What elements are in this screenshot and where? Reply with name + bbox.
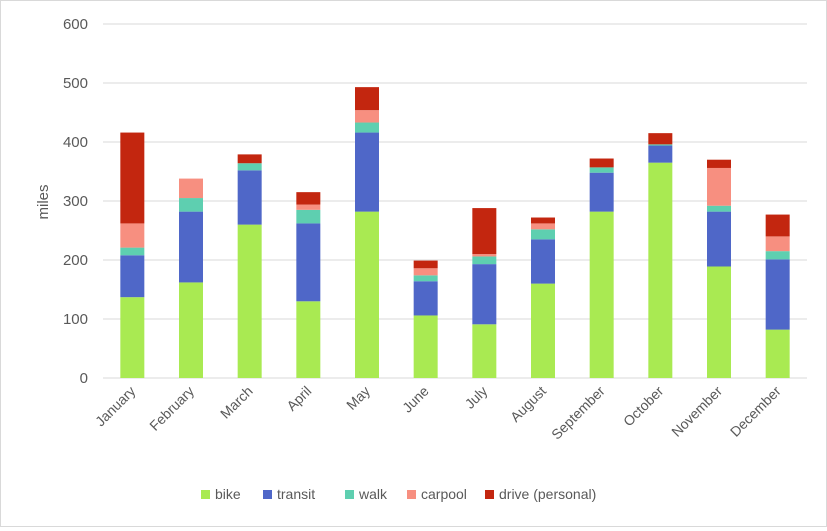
bar-transit-february xyxy=(179,211,203,283)
bar-walk-may xyxy=(355,122,379,133)
legend-label: walk xyxy=(358,486,388,502)
bar-transit-october xyxy=(648,145,673,163)
bar-drive-personal-july xyxy=(472,208,497,255)
bar-carpool-january xyxy=(120,223,145,248)
bar-walk-april xyxy=(296,209,321,224)
y-tick-label: 400 xyxy=(63,134,88,151)
bar-walk-march xyxy=(237,163,262,171)
bar-carpool-november xyxy=(707,167,731,206)
bars xyxy=(120,87,790,378)
bar-drive-personal-november xyxy=(707,159,731,168)
x-tick-label: November xyxy=(668,383,725,440)
bar-bike-january xyxy=(120,297,145,378)
bar-drive-personal-september xyxy=(589,158,614,168)
bar-drive-personal-december xyxy=(765,214,790,237)
bar-bike-november xyxy=(707,266,731,378)
bar-bike-july xyxy=(472,324,497,378)
bar-drive-personal-may xyxy=(355,87,379,111)
bar-bike-april xyxy=(296,301,321,378)
bar-transit-may xyxy=(355,132,379,212)
bar-bike-august xyxy=(531,283,555,378)
bar-walk-august xyxy=(531,229,555,240)
x-tick-label: September xyxy=(548,383,608,443)
y-axis-ticks: 0 100 200 300 400 500 600 xyxy=(63,16,88,387)
bar-carpool-december xyxy=(765,236,790,252)
bar-carpool-august xyxy=(531,223,555,230)
bar-carpool-june xyxy=(413,268,438,276)
y-tick-label: 600 xyxy=(63,16,88,33)
bar-drive-personal-january xyxy=(120,132,145,224)
bar-drive-personal-april xyxy=(296,192,321,205)
bar-walk-february xyxy=(179,198,203,212)
y-tick-label: 200 xyxy=(63,252,88,269)
bar-walk-september xyxy=(589,167,614,173)
legend-swatch xyxy=(407,490,416,499)
x-axis-ticks: January February March April May June July Augu… xyxy=(92,383,784,443)
x-tick-label: April xyxy=(283,383,314,414)
legend-label: bike xyxy=(215,486,241,502)
bar-bike-september xyxy=(589,211,614,378)
x-tick-label: August xyxy=(507,383,549,425)
legend-swatch xyxy=(201,490,210,499)
bar-drive-personal-march xyxy=(237,154,262,164)
legend: bike transit walk carpool drive (personal) xyxy=(201,486,596,502)
bar-drive-personal-june xyxy=(413,260,438,269)
bar-transit-june xyxy=(413,281,438,316)
bar-bike-june xyxy=(413,315,438,378)
bar-carpool-may xyxy=(355,110,379,123)
bar-walk-june xyxy=(413,275,438,282)
bar-walk-november xyxy=(707,205,731,212)
bar-bike-december xyxy=(765,329,790,378)
bar-transit-july xyxy=(472,264,497,325)
bar-drive-personal-august xyxy=(531,217,555,224)
y-axis-label: miles xyxy=(35,184,52,219)
bar-walk-december xyxy=(765,251,790,260)
x-tick-label: March xyxy=(217,383,256,422)
bar-walk-january xyxy=(120,247,145,256)
y-tick-label: 300 xyxy=(63,193,88,210)
legend-label: carpool xyxy=(421,486,467,502)
legend-swatch xyxy=(263,490,272,499)
legend-swatch xyxy=(345,490,354,499)
bar-carpool-february xyxy=(179,178,203,199)
gridlines xyxy=(103,23,807,379)
x-tick-label: July xyxy=(462,383,491,412)
legend-label: transit xyxy=(277,486,315,502)
y-tick-label: 100 xyxy=(63,311,88,328)
bar-transit-august xyxy=(531,239,555,284)
bar-bike-may xyxy=(355,211,379,378)
legend-swatch xyxy=(485,490,494,499)
y-tick-label: 0 xyxy=(80,370,88,387)
y-tick-label: 500 xyxy=(63,75,88,92)
bar-transit-january xyxy=(120,255,145,298)
bar-carpool-april xyxy=(296,204,321,210)
bar-transit-september xyxy=(589,172,614,212)
bar-bike-march xyxy=(237,224,262,378)
bar-bike-february xyxy=(179,282,203,378)
bar-drive-personal-october xyxy=(648,133,673,145)
x-tick-label: January xyxy=(92,383,139,430)
x-tick-label: October xyxy=(620,383,667,430)
x-tick-label: June xyxy=(399,383,432,416)
bar-bike-october xyxy=(648,162,673,378)
x-tick-label: December xyxy=(727,383,784,440)
bar-walk-october xyxy=(648,144,673,146)
bar-transit-december xyxy=(765,259,790,330)
x-tick-label: May xyxy=(343,383,373,413)
bar-carpool-july xyxy=(472,254,497,257)
bar-transit-april xyxy=(296,223,321,302)
legend-label: drive (personal) xyxy=(499,486,596,502)
x-tick-label: February xyxy=(146,383,197,434)
bar-walk-july xyxy=(472,256,497,265)
bar-transit-march xyxy=(237,170,262,225)
bar-transit-november xyxy=(707,211,731,267)
